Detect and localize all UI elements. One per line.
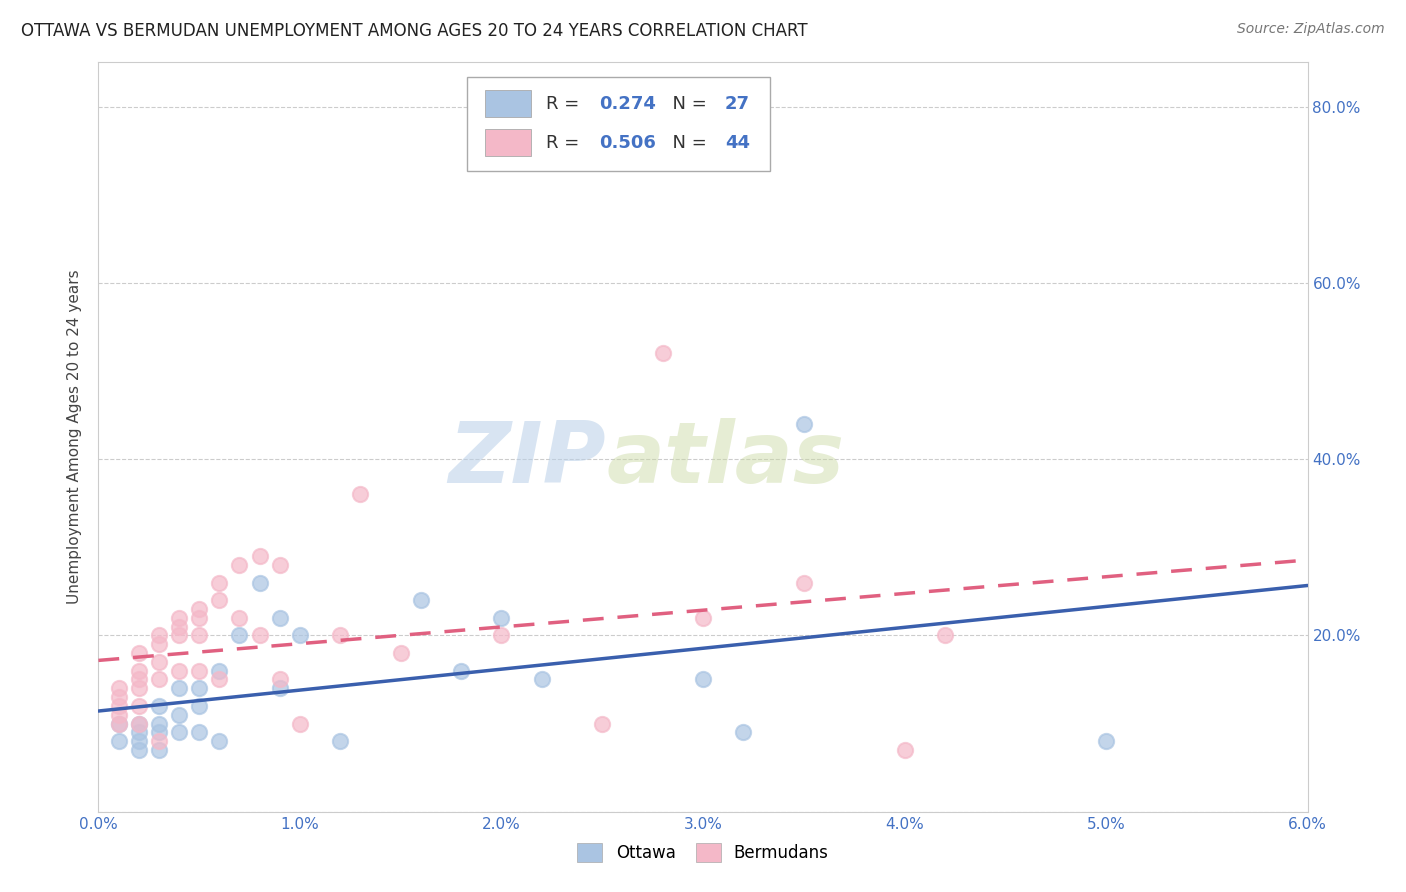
Point xyxy=(1095,734,1118,748)
Point xyxy=(148,725,170,739)
Point xyxy=(934,628,956,642)
Point xyxy=(188,681,211,696)
Text: ZIP: ZIP xyxy=(449,418,606,501)
Point xyxy=(269,558,291,572)
Point xyxy=(651,346,673,360)
Text: Source: ZipAtlas.com: Source: ZipAtlas.com xyxy=(1237,22,1385,37)
Point xyxy=(148,734,170,748)
Text: R =: R = xyxy=(546,95,585,112)
Point xyxy=(491,611,513,625)
Text: N =: N = xyxy=(661,134,713,152)
Point xyxy=(389,646,412,660)
Point xyxy=(128,664,150,678)
Point xyxy=(128,716,150,731)
Point xyxy=(591,716,613,731)
Point xyxy=(107,716,129,731)
Point xyxy=(167,725,190,739)
Point xyxy=(733,725,755,739)
Point xyxy=(107,716,129,731)
Point xyxy=(167,707,190,722)
Point xyxy=(329,628,352,642)
Text: 27: 27 xyxy=(724,95,749,112)
Point xyxy=(167,664,190,678)
Point xyxy=(269,611,291,625)
Point xyxy=(128,681,150,696)
Point xyxy=(228,628,250,642)
Point xyxy=(249,628,271,642)
FancyBboxPatch shape xyxy=(485,129,531,156)
Point xyxy=(128,646,150,660)
Text: OTTAWA VS BERMUDAN UNEMPLOYMENT AMONG AGES 20 TO 24 YEARS CORRELATION CHART: OTTAWA VS BERMUDAN UNEMPLOYMENT AMONG AG… xyxy=(21,22,807,40)
Point xyxy=(208,664,231,678)
Text: N =: N = xyxy=(661,95,713,112)
Point xyxy=(128,734,150,748)
Point xyxy=(107,707,129,722)
Point xyxy=(188,628,211,642)
Point xyxy=(128,698,150,713)
Point xyxy=(288,716,311,731)
FancyBboxPatch shape xyxy=(467,78,769,171)
Point xyxy=(188,611,211,625)
Point xyxy=(128,725,150,739)
Point xyxy=(249,549,271,563)
Point xyxy=(692,673,714,687)
Point xyxy=(107,698,129,713)
Point xyxy=(188,725,211,739)
Point xyxy=(128,716,150,731)
Point xyxy=(208,673,231,687)
Y-axis label: Unemployment Among Ages 20 to 24 years: Unemployment Among Ages 20 to 24 years xyxy=(67,269,83,605)
Point xyxy=(148,698,170,713)
Point xyxy=(491,628,513,642)
Point xyxy=(128,743,150,757)
Point xyxy=(148,655,170,669)
Point xyxy=(148,716,170,731)
Point xyxy=(349,487,371,501)
Point xyxy=(329,734,352,748)
Point xyxy=(107,681,129,696)
Point xyxy=(107,734,129,748)
Point xyxy=(128,673,150,687)
Point xyxy=(188,602,211,616)
Point xyxy=(167,619,190,633)
Point xyxy=(167,681,190,696)
Point xyxy=(208,734,231,748)
Point xyxy=(288,628,311,642)
Point xyxy=(188,664,211,678)
Text: 0.274: 0.274 xyxy=(599,95,655,112)
Point xyxy=(409,593,432,607)
Point xyxy=(450,664,472,678)
Point xyxy=(148,628,170,642)
Point xyxy=(530,673,553,687)
Point xyxy=(188,698,211,713)
Point xyxy=(167,611,190,625)
Point xyxy=(167,628,190,642)
Point xyxy=(228,611,250,625)
Point xyxy=(208,575,231,590)
Point xyxy=(269,673,291,687)
Text: R =: R = xyxy=(546,134,585,152)
Point xyxy=(692,611,714,625)
Text: 0.506: 0.506 xyxy=(599,134,655,152)
Point xyxy=(107,690,129,705)
Point xyxy=(269,681,291,696)
FancyBboxPatch shape xyxy=(485,90,531,117)
Point xyxy=(148,673,170,687)
Point xyxy=(793,417,815,431)
Legend: Ottawa, Bermudans: Ottawa, Bermudans xyxy=(569,835,837,871)
Point xyxy=(208,593,231,607)
Text: atlas: atlas xyxy=(606,418,845,501)
Point xyxy=(148,637,170,651)
Point xyxy=(148,743,170,757)
Point xyxy=(793,575,815,590)
Point xyxy=(228,558,250,572)
Text: 44: 44 xyxy=(724,134,749,152)
Point xyxy=(893,743,915,757)
Point xyxy=(249,575,271,590)
